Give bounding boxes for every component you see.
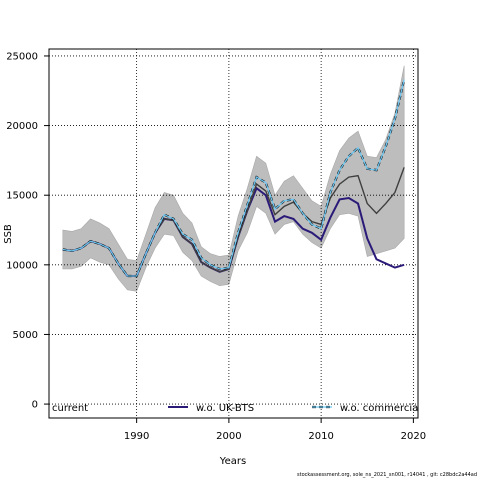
confidence-band xyxy=(62,65,405,292)
legend-label: w.o. UK-BTS xyxy=(196,403,254,414)
y-tick-label: 15000 xyxy=(6,191,38,202)
series-group xyxy=(62,79,406,278)
x-tick-label: 2010 xyxy=(308,431,333,442)
y-axis-label: SSB xyxy=(3,224,14,244)
y-tick-label: 10000 xyxy=(6,260,38,271)
legend-group: current w.o. UK-BTS w.o. commercia xyxy=(52,403,418,414)
y-tick-label: 5000 xyxy=(13,330,38,341)
x-tick-label: 1990 xyxy=(124,431,149,442)
x-tick-label: 2020 xyxy=(401,431,426,442)
plot-frame xyxy=(48,48,419,419)
y-tick-label: 25000 xyxy=(6,51,38,62)
confidence-band-group xyxy=(62,65,405,292)
y-tick-label: 0 xyxy=(32,400,38,411)
credit-text: stockassessment.org, sole_ns_2021_sn001,… xyxy=(297,472,477,478)
x-axis-label: Years xyxy=(219,456,246,467)
y-tick-label: 20000 xyxy=(6,121,38,132)
legend-label: w.o. commercia xyxy=(340,403,418,414)
x-tick-label: 2000 xyxy=(216,431,241,442)
axes-group: 1990 2000 2010 2020 0 5000 10000 15000 20000 2500… xyxy=(6,48,426,442)
series-line-w-o-commercial-lpue xyxy=(62,79,405,277)
legend-label: current xyxy=(52,403,88,414)
